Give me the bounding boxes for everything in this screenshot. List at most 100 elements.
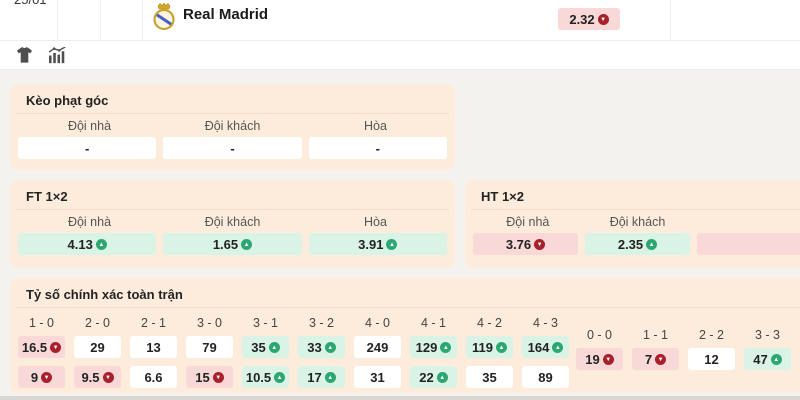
match-date: 25/01 bbox=[14, 0, 47, 7]
odds-cell[interactable]: 79 bbox=[186, 336, 233, 358]
trend-arrow-icon: ▲ bbox=[241, 238, 253, 250]
odds-cell[interactable]: 22 ▲ bbox=[410, 366, 457, 388]
column-divider bbox=[142, 0, 143, 40]
score-label: 4 - 1 bbox=[420, 316, 446, 330]
score-column: 1 - 1 7 ▼ bbox=[632, 328, 679, 378]
score-column: 3 - 1 35 ▲ 10.5 ▲ bbox=[242, 316, 289, 396]
odds-cell[interactable]: 16.5 ▼ bbox=[18, 336, 65, 358]
header-row: Đội nhà Đội khách Hòa bbox=[10, 114, 455, 134]
odds-cell-clipped[interactable]: ▼ bbox=[697, 233, 800, 255]
odds-cell[interactable]: 119 ▲ bbox=[466, 336, 513, 358]
stats-chart-icon[interactable] bbox=[47, 45, 67, 65]
odds-cell[interactable]: 31 bbox=[354, 366, 401, 388]
odds-cell-draw[interactable]: 3.91 ▲ bbox=[308, 233, 447, 255]
score-label: 3 - 1 bbox=[252, 316, 278, 330]
score-label: 2 - 2 bbox=[698, 328, 724, 342]
score-label: 4 - 2 bbox=[476, 316, 502, 330]
trend-arrow-icon: ▲ bbox=[770, 353, 782, 365]
odds-cell[interactable]: 35 ▲ bbox=[242, 336, 289, 358]
panel-ft-1x2: FT 1×2 Đội nhà Đội khách Hòa 4.13 ▲ 1.65 ▲… bbox=[10, 180, 455, 268]
score-column: 3 - 2 33 ▲ 17 ▲ bbox=[298, 316, 345, 396]
score-column: 4 - 2 119 ▲ 35 bbox=[466, 316, 513, 396]
score-column: 3 - 0 79 15 ▼ bbox=[186, 316, 233, 396]
odds-cell[interactable]: 129 ▲ bbox=[410, 336, 457, 358]
trend-arrow-icon: ▼ bbox=[41, 371, 53, 383]
bottom-divider bbox=[0, 396, 800, 400]
score-column: 2 - 1 13 6.6 bbox=[130, 316, 177, 396]
odds-cell-home[interactable]: - bbox=[18, 137, 157, 159]
panel-correct-score: Tỷ số chính xác toàn trận 1 - 0 16.5 ▼ 9 ▼… bbox=[10, 278, 800, 393]
score-column: 2 - 2 12 bbox=[688, 328, 735, 378]
score-column: 3 - 3 47 ▲ bbox=[744, 328, 791, 378]
odds-row: - - - bbox=[10, 134, 455, 162]
trend-arrow-icon: ▼ bbox=[212, 371, 224, 383]
trend-arrow-icon: ▲ bbox=[436, 371, 448, 383]
match-odds-cell[interactable]: 2.32 ▼ bbox=[558, 8, 620, 30]
trend-arrow-icon: ▲ bbox=[95, 238, 107, 250]
odds-cell[interactable]: 29 bbox=[74, 336, 121, 358]
odds-cell-away[interactable]: 2.35 ▲ bbox=[585, 233, 690, 255]
score-column: 2 - 0 29 9.5 ▼ bbox=[74, 316, 121, 396]
trend-arrow-icon: ▲ bbox=[274, 371, 286, 383]
odds-cell-away[interactable]: 1.65 ▲ bbox=[163, 233, 302, 255]
trend-arrow-icon: ▲ bbox=[386, 238, 398, 250]
panel-title: FT 1×2 bbox=[16, 180, 449, 210]
toolbar bbox=[0, 41, 800, 70]
score-label: 3 - 2 bbox=[308, 316, 334, 330]
header-draw: Hòa bbox=[364, 119, 387, 133]
odds-cell[interactable]: 89 bbox=[522, 366, 569, 388]
odds-cell[interactable]: 10.5 ▲ bbox=[242, 366, 289, 388]
odds-cell[interactable]: 12 bbox=[688, 348, 735, 370]
trend-arrow-icon: ▲ bbox=[440, 341, 452, 353]
score-label: 3 - 0 bbox=[196, 316, 222, 330]
draw-score-columns: 0 - 0 19 ▼ 1 - 1 7 ▼ 2 - 2 12 3 - 3 47 ▲ bbox=[576, 328, 800, 378]
odds-cell-home[interactable]: 4.13 ▲ bbox=[18, 233, 157, 255]
team-cell[interactable]: Real Madrid bbox=[152, 0, 268, 43]
odds-cell[interactable]: 33 ▲ bbox=[298, 336, 345, 358]
score-label: 1 - 1 bbox=[642, 328, 668, 342]
odds-value: 2.32 bbox=[569, 11, 595, 27]
score-columns: 1 - 0 16.5 ▼ 9 ▼ 2 - 0 29 9.5 ▼ 2 - 1 13 6.… bbox=[18, 316, 578, 396]
odds-cell[interactable]: 17 ▲ bbox=[298, 366, 345, 388]
score-column: 4 - 1 129 ▲ 22 ▲ bbox=[410, 316, 457, 396]
odds-cell[interactable]: 19 ▼ bbox=[576, 348, 623, 370]
match-row[interactable]: 25/01 Real Madrid 2.32 ▼ bbox=[0, 0, 800, 41]
trend-arrow-icon: ▼ bbox=[597, 13, 609, 25]
real-madrid-logo-icon bbox=[152, 2, 176, 38]
column-divider bbox=[57, 0, 58, 40]
odds-cell[interactable]: 6.6 bbox=[130, 366, 177, 388]
odds-cell[interactable]: 9.5 ▼ bbox=[74, 366, 121, 388]
odds-cell[interactable]: 9 ▼ bbox=[18, 366, 65, 388]
score-column: 4 - 3 164 ▲ 89 bbox=[522, 316, 569, 396]
odds-cell[interactable]: 47 ▲ bbox=[744, 348, 791, 370]
trend-arrow-icon: ▼ bbox=[655, 353, 667, 365]
odds-cell-draw[interactable]: - bbox=[308, 137, 447, 159]
odds-cell[interactable]: 164 ▲ bbox=[522, 336, 569, 358]
header-home: Đội nhà bbox=[67, 119, 112, 133]
trend-arrow-icon: ▼ bbox=[534, 238, 546, 250]
column-divider bbox=[670, 0, 671, 40]
header-home: Đội nhà bbox=[506, 215, 550, 229]
panel-corner-odds: Kèo phạt góc Đội nhà Đội khách Hòa - - - bbox=[10, 84, 455, 170]
odds-cell[interactable]: 7 ▼ bbox=[632, 348, 679, 370]
jersey-icon[interactable] bbox=[14, 45, 34, 65]
header-spacer bbox=[692, 215, 800, 229]
match-date-cell: 25/01 bbox=[0, 0, 57, 40]
odds-cell[interactable]: 15 ▼ bbox=[186, 366, 233, 388]
trend-arrow-icon: ▲ bbox=[646, 238, 658, 250]
trend-arrow-icon: ▲ bbox=[324, 341, 336, 353]
odds-cell-away[interactable]: - bbox=[163, 137, 302, 159]
odds-cell[interactable]: 249 bbox=[354, 336, 401, 358]
score-column: 4 - 0 249 31 bbox=[354, 316, 401, 396]
team-name: Real Madrid bbox=[183, 6, 269, 23]
score-column: 1 - 0 16.5 ▼ 9 ▼ bbox=[18, 316, 65, 396]
score-label: 4 - 0 bbox=[364, 316, 390, 330]
score-label: 0 - 0 bbox=[586, 328, 612, 342]
odds-cell[interactable]: 35 bbox=[466, 366, 513, 388]
odds-row: 3.76▼ 2.35▲ ▼ bbox=[465, 230, 800, 258]
column-divider bbox=[100, 0, 101, 40]
odds-cell[interactable]: 13 bbox=[130, 336, 177, 358]
odds-cell-home[interactable]: 3.76 ▼ bbox=[473, 233, 578, 255]
score-label: 4 - 3 bbox=[532, 316, 558, 330]
